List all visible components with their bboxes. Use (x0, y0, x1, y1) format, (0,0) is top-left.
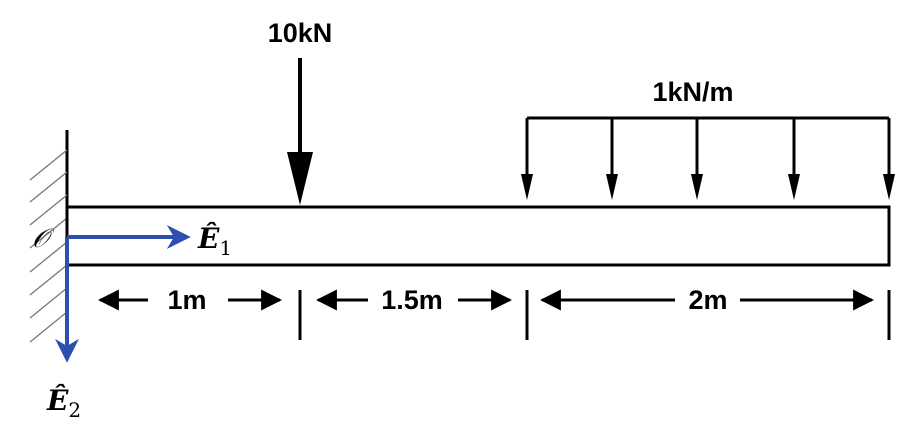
dimension-2m: 2m (539, 285, 875, 315)
distributed-load-arrows (521, 118, 895, 200)
e1-symbol: Ê (197, 222, 220, 255)
beam (65, 205, 891, 267)
distributed-load-label: 1kN/m (652, 77, 733, 107)
e1-axis-label: Ê1 (197, 222, 232, 260)
wall-hatching (29, 149, 68, 343)
origin-label: 𝒪 (32, 224, 55, 254)
dimension-1m-label: 1m (167, 285, 206, 315)
e2-symbol: Ê (46, 384, 69, 417)
dimension-1-5m-label: 1.5m (381, 285, 443, 315)
e2-axis-label: Ê2 (46, 384, 81, 422)
e2-subscript: 2 (68, 398, 81, 422)
point-load-arrowhead (287, 152, 313, 205)
dimension-2m-label: 2m (688, 285, 727, 315)
dimension-1-5m: 1.5m (315, 285, 513, 315)
point-load-label: 10kN (268, 18, 333, 48)
distributed-load: 1kN/m (521, 77, 895, 200)
dimension-1m: 1m (97, 285, 283, 315)
e1-subscript: 1 (219, 236, 232, 260)
point-load: 10kN (268, 18, 333, 205)
basis-vectors: Ê1 Ê2 (46, 222, 232, 422)
dimension-ticks (298, 290, 891, 340)
